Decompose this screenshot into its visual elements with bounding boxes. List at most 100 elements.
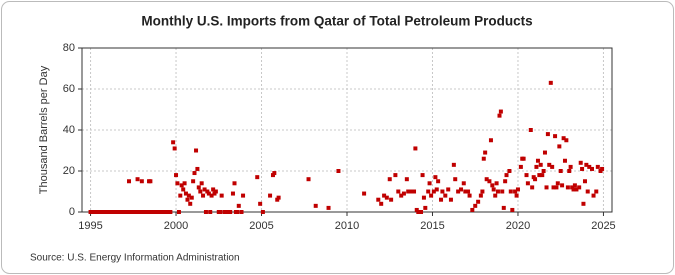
point: [196, 185, 201, 190]
point: [503, 179, 508, 184]
point: [564, 138, 569, 143]
point: [139, 210, 144, 214]
point: [560, 183, 565, 188]
point: [419, 210, 424, 214]
point: [162, 210, 167, 214]
x-tick-label: 2020: [506, 220, 530, 232]
point: [429, 193, 434, 198]
point: [431, 189, 436, 194]
point: [154, 210, 159, 214]
point: [182, 181, 187, 186]
point: [178, 193, 183, 198]
plot-border: [81, 47, 613, 213]
point: [336, 169, 341, 173]
point: [525, 181, 530, 186]
point: [581, 201, 586, 206]
point: [179, 183, 184, 188]
point: [461, 181, 466, 186]
point: [550, 164, 555, 169]
point: [105, 210, 110, 214]
point: [589, 166, 594, 171]
y-tick-label: 0: [69, 206, 75, 218]
point: [382, 193, 387, 198]
point: [580, 166, 585, 171]
point: [134, 210, 139, 214]
y-tick-label: 60: [63, 83, 75, 95]
point: [494, 181, 499, 186]
point: [159, 210, 164, 214]
point: [406, 189, 411, 194]
point: [225, 210, 230, 214]
point: [183, 191, 188, 196]
point: [568, 164, 573, 169]
point: [584, 162, 589, 167]
point: [102, 210, 107, 214]
point: [495, 189, 500, 194]
point: [497, 113, 502, 118]
point: [530, 185, 535, 190]
point: [423, 205, 428, 210]
point: [260, 210, 265, 214]
point: [541, 169, 546, 173]
point: [426, 189, 431, 194]
point: [399, 193, 404, 198]
point: [558, 169, 563, 173]
point: [595, 164, 600, 169]
point: [255, 175, 260, 180]
point: [577, 185, 582, 190]
point: [565, 185, 570, 190]
x-tick-label: 1995: [78, 220, 102, 232]
point: [88, 210, 93, 214]
point: [117, 210, 122, 214]
point: [574, 187, 579, 192]
point: [498, 109, 503, 114]
point: [508, 189, 513, 194]
x-tick-label: 2010: [335, 220, 359, 232]
point: [185, 197, 190, 202]
point: [480, 189, 485, 194]
point: [404, 177, 409, 182]
point: [439, 197, 444, 202]
point: [270, 173, 275, 178]
point: [218, 210, 223, 214]
point: [156, 210, 161, 214]
point: [175, 181, 180, 186]
point: [500, 189, 505, 194]
point: [504, 173, 509, 178]
point: [192, 171, 197, 176]
point: [534, 164, 539, 169]
point: [561, 136, 566, 141]
point: [416, 210, 421, 214]
point: [481, 156, 486, 161]
point: [466, 189, 471, 194]
point: [420, 173, 425, 178]
point: [598, 169, 603, 173]
point: [131, 210, 136, 214]
point: [446, 187, 451, 192]
x-tick-label: 2000: [164, 220, 188, 232]
point: [165, 210, 170, 214]
point: [491, 187, 496, 192]
point: [188, 201, 193, 206]
point: [542, 150, 547, 155]
point: [230, 191, 235, 196]
source-note: Source: U.S. Energy Information Administ…: [30, 253, 240, 264]
point: [412, 189, 417, 194]
point: [572, 183, 577, 188]
point: [203, 210, 208, 214]
point: [202, 187, 207, 192]
point: [490, 183, 495, 188]
point: [176, 210, 181, 214]
point: [414, 207, 419, 212]
point: [551, 185, 556, 190]
point: [127, 179, 132, 184]
point: [521, 156, 526, 161]
point: [582, 179, 587, 184]
point: [111, 210, 116, 214]
point: [487, 179, 492, 184]
point: [531, 175, 536, 180]
point: [467, 193, 472, 198]
point: [174, 173, 179, 178]
point: [206, 191, 211, 196]
